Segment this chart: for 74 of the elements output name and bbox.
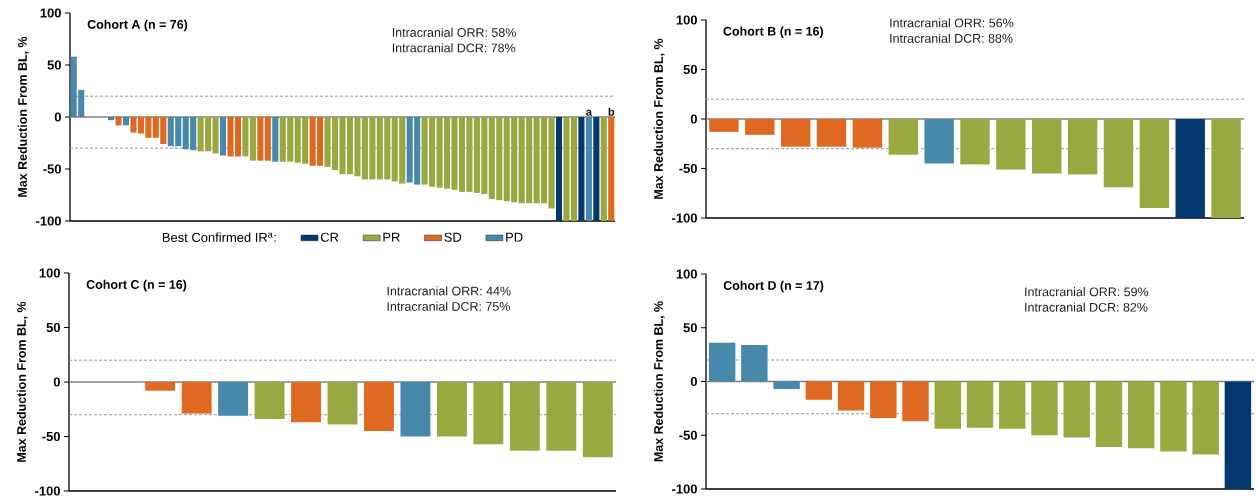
legend-label: PR xyxy=(383,232,400,242)
bar xyxy=(934,381,961,429)
bar xyxy=(608,117,615,221)
chart-title: Cohort A (n = 76) xyxy=(87,19,188,32)
bar xyxy=(257,117,264,161)
y-tick-label: 100 xyxy=(40,8,61,18)
y-tick-label: -50 xyxy=(42,431,60,442)
bar xyxy=(902,381,929,422)
chart-title: Cohort B (n = 16) xyxy=(723,26,824,39)
y-tick-label: 100 xyxy=(676,15,697,25)
data-label: a xyxy=(586,109,592,116)
annotation: Intracranial DCR: 82% xyxy=(1025,302,1148,312)
y-axis-title: Max Reduction From BL, % xyxy=(16,301,28,462)
bar xyxy=(741,344,768,382)
annotation: Intracranial DCR: 78% xyxy=(392,43,516,53)
bar xyxy=(1063,381,1090,438)
legend-label: SD xyxy=(444,232,462,242)
bar xyxy=(1160,381,1187,452)
bar xyxy=(966,381,994,428)
text: Cohort C (n = 16) xyxy=(86,279,187,292)
bar xyxy=(708,342,736,382)
bar xyxy=(999,381,1026,429)
bar xyxy=(219,117,227,156)
bar xyxy=(837,381,865,411)
bar xyxy=(600,117,607,221)
y-tick-label: 0 xyxy=(690,114,697,124)
y-tick-label: -50 xyxy=(679,430,697,440)
y-axis-title: Max Reduction From BL, % xyxy=(17,36,29,197)
bar xyxy=(555,117,563,221)
y-tick-label: 50 xyxy=(683,323,697,333)
bar xyxy=(264,117,271,161)
y-tick-label: 50 xyxy=(46,322,60,333)
bar xyxy=(870,381,897,419)
y-tick-label: -50 xyxy=(43,164,61,174)
bar xyxy=(272,117,279,162)
bar xyxy=(122,117,130,126)
bar xyxy=(773,381,800,390)
annotation: Intracranial DCR: 75% xyxy=(387,301,510,311)
bar xyxy=(805,381,833,400)
annotation: Intracranial DCR: 88% xyxy=(890,33,1013,43)
bar xyxy=(108,117,115,121)
legend-label: PD xyxy=(506,232,523,242)
annotation: Intracranial ORR: 58% xyxy=(392,27,516,37)
y-tick-label: -100 xyxy=(672,484,697,494)
annotation: Intracranial ORR: 44% xyxy=(387,286,511,296)
bar xyxy=(1031,381,1058,436)
data-label: b xyxy=(608,107,615,116)
bar xyxy=(1224,381,1252,489)
y-tick-label: 50 xyxy=(683,64,697,75)
y-tick-label: 0 xyxy=(54,112,61,122)
text: Cohort D (n = 17) xyxy=(723,280,824,293)
y-tick-label: 100 xyxy=(39,268,60,278)
y-tick-label: -100 xyxy=(672,213,697,223)
y-tick-label: -100 xyxy=(35,486,60,496)
y-tick-label: -100 xyxy=(36,216,61,226)
legend-title: Best Confirmed IR$^{a}$: xyxy=(162,232,276,242)
y-tick-label: 50 xyxy=(47,60,61,70)
annotation: Intracranial ORR: 59% xyxy=(1025,287,1149,297)
bar xyxy=(593,117,600,221)
bar xyxy=(578,117,585,221)
y-axis-title: Max Reduction From BL, % xyxy=(653,301,665,462)
annotation: Intracranial ORR: 56% xyxy=(890,18,1014,28)
legend-label: CR xyxy=(320,232,339,242)
bar xyxy=(115,117,122,126)
bar xyxy=(212,117,219,154)
bar xyxy=(1192,381,1219,455)
y-tick-label: 0 xyxy=(690,376,697,387)
bar xyxy=(585,117,592,221)
y-axis-title: Max Reduction From BL, % xyxy=(653,38,665,199)
bar xyxy=(1127,381,1155,449)
y-tick-label: 100 xyxy=(676,269,697,279)
y-tick-label: 0 xyxy=(53,377,60,387)
bar xyxy=(1095,381,1123,448)
y-tick-label: -50 xyxy=(679,163,697,174)
